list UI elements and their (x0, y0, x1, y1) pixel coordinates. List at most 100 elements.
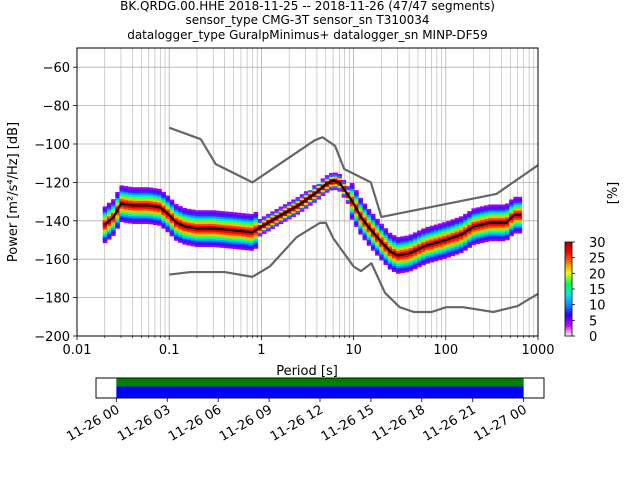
heatmap-cell (463, 242, 468, 245)
heatmap-cell (375, 247, 380, 250)
heatmap-cell (425, 226, 430, 230)
heatmap-cell (500, 229, 506, 232)
heatmap-cell (270, 222, 275, 226)
heatmap-cell (505, 230, 510, 233)
heatmap-cell (253, 236, 259, 240)
heatmap-cell (241, 226, 246, 229)
heatmap-cell (232, 235, 238, 238)
heatmap-cell (291, 201, 296, 204)
heatmap-cell (127, 211, 133, 214)
heatmap-cell (370, 223, 376, 226)
heatmap-cell (249, 233, 254, 236)
heatmap-cell (349, 190, 355, 193)
axes: 0.01 0.1 1 10 100 1000−200−180−160−140−120−10… (34, 61, 554, 358)
heatmap-cell (396, 263, 401, 267)
heatmap-cell (186, 212, 192, 215)
heatmap-cell (152, 190, 158, 193)
heatmap-cell (404, 266, 410, 269)
heatmap-cell (169, 203, 175, 206)
heatmap-cell (161, 222, 166, 225)
heatmap-cell (383, 239, 389, 242)
heatmap-cell (123, 187, 129, 191)
heatmap-cell (484, 220, 489, 223)
heatmap-cell (236, 224, 242, 227)
heatmap-cell (257, 222, 263, 225)
heatmap-cell (123, 201, 129, 204)
heatmap-cell (366, 230, 372, 233)
heatmap-cell (358, 224, 363, 227)
heatmap-cell (224, 219, 229, 222)
heatmap-cell (425, 257, 430, 260)
heatmap-cell (111, 229, 116, 233)
heatmap-cell (375, 243, 380, 247)
heatmap-cell (467, 211, 472, 214)
heatmap-cell (282, 209, 288, 213)
heatmap-cell (417, 253, 422, 256)
heatmap-cell (391, 239, 397, 242)
heatmap-cell (169, 228, 175, 231)
heatmap-cell (228, 240, 234, 243)
heatmap-cell (475, 220, 481, 223)
heatmap-cell (148, 197, 154, 200)
heatmap-cell (299, 199, 305, 203)
heatmap-cell (484, 211, 489, 214)
heatmap-cell (261, 225, 267, 229)
heatmap-cell (165, 228, 171, 231)
heatmap-cell (295, 208, 301, 211)
heatmap-cell (362, 222, 368, 225)
heatmap-cell (458, 220, 464, 223)
heatmap-cell (232, 218, 238, 221)
heatmap-cell (383, 235, 389, 239)
heatmap-cell (450, 246, 456, 249)
heatmap-cell (203, 214, 208, 217)
heatmap-cell (387, 246, 393, 249)
heatmap-cell (136, 189, 141, 192)
heatmap-cell (144, 200, 150, 203)
heatmap-cell (316, 193, 322, 196)
heatmap-cell (182, 223, 187, 226)
x-axis-label: Period [s] (276, 364, 338, 379)
heatmap-cell (408, 249, 414, 253)
heatmap-cell (194, 225, 200, 228)
heatmap-cell (144, 191, 150, 194)
heatmap-cell (190, 219, 196, 222)
heatmap-cell (329, 174, 334, 178)
heatmap-cell (115, 213, 120, 216)
heatmap-cell (203, 235, 208, 238)
heatmap-cell (479, 237, 485, 240)
heatmap-cell (433, 228, 439, 231)
heatmap-cell (115, 211, 120, 214)
heatmap-cell (169, 234, 175, 237)
heatmap-cell (249, 221, 254, 224)
heatmap-cell (144, 187, 150, 190)
heatmap-cell (400, 244, 405, 247)
heatmap-cell (496, 231, 502, 234)
heatmap-cell (467, 222, 472, 225)
heatmap-cell (513, 225, 519, 228)
heatmap-cell (412, 245, 418, 249)
heatmap-cell (467, 234, 472, 237)
heatmap-cell (132, 198, 137, 201)
heatmap-cell (119, 206, 125, 209)
heatmap-cell (241, 213, 246, 216)
heatmap-cell (220, 241, 225, 245)
heatmap-cell (375, 222, 380, 225)
heatmap-cell (253, 231, 259, 234)
heatmap-cell (505, 214, 510, 218)
heatmap-cell (383, 249, 389, 252)
heatmap-cell (152, 192, 158, 195)
heatmap-cell (144, 216, 150, 219)
heatmap-cell (467, 232, 472, 235)
heatmap-cell (211, 242, 217, 246)
heatmap-cell (341, 191, 347, 194)
heatmap-cell (132, 191, 137, 194)
heatmap-cell (224, 246, 229, 249)
heatmap-cell (496, 216, 502, 219)
heatmap-cell (404, 249, 410, 252)
heatmap-cell (412, 236, 418, 239)
heatmap-cell (173, 215, 179, 218)
heatmap-cell (253, 225, 259, 228)
heatmap-cell (102, 235, 108, 238)
heatmap-cell (190, 230, 196, 233)
heatmap-cell (161, 212, 166, 216)
